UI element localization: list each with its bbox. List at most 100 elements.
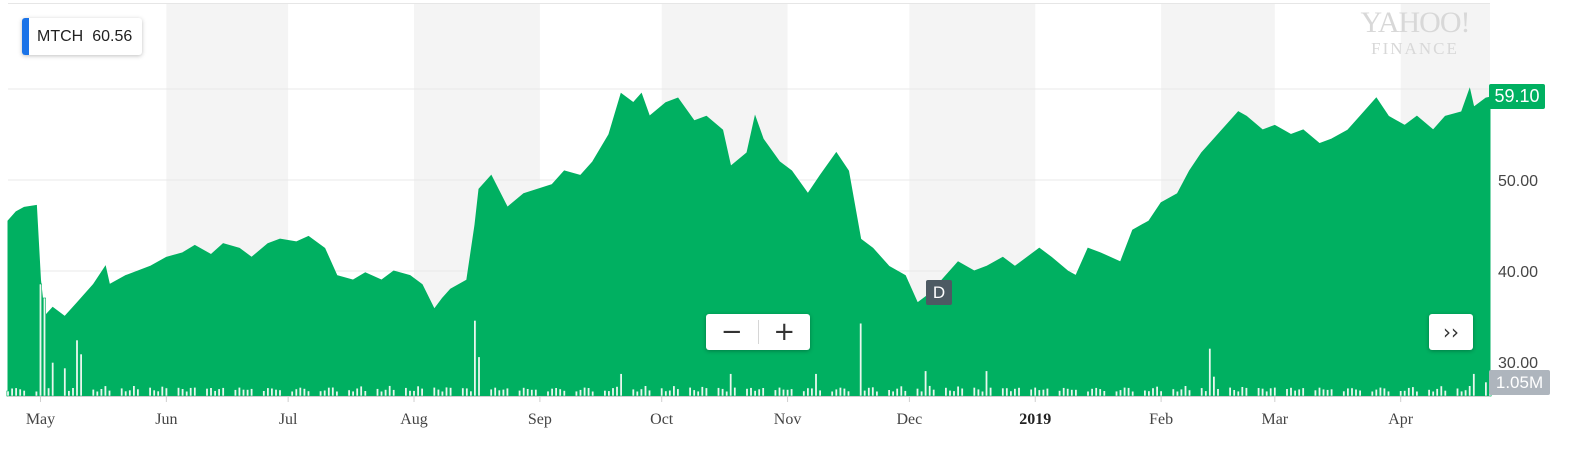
volume-bar [1131,390,1135,397]
volume-bar [1439,385,1443,397]
volume-bar [34,390,38,397]
volume-bar [375,388,379,397]
volume-bar [6,390,10,397]
volume-bar [128,389,132,397]
volume-bar [786,389,790,397]
volume-bar [668,389,672,397]
volume-bar [635,390,639,397]
volume-bar [578,389,582,397]
volume-bar [1346,387,1350,397]
volume-bar [302,388,306,397]
volume-bar [1175,390,1179,397]
volume-bar [209,387,213,397]
volume-bar [554,387,558,397]
volume-bar [773,389,777,397]
logo-line-1: YAHOO! [1360,6,1471,39]
scroll-right-button[interactable]: ›› [1429,314,1473,350]
legend-symbol: MTCH [37,27,84,45]
volume-bar [1326,389,1330,397]
volume-bar [1443,390,1447,397]
volume-bar [465,387,469,397]
volume-bar [615,386,619,397]
volume-bar [22,390,26,397]
volume-bar [1403,390,1407,397]
volume-bar [160,386,164,397]
volume-bar [692,389,696,397]
price-area [7,87,1491,397]
volume-bar [1204,390,1208,397]
volume-bar [1184,385,1188,397]
y-tick-label: 50.00 [1498,173,1538,190]
volume-bar [473,320,477,397]
volume-bar [749,387,753,397]
x-tick-label: May [26,411,55,428]
volume-bar [903,390,907,397]
volume-bar [696,390,700,397]
legend[interactable]: MTCH 60.56 [22,18,143,55]
volume-bar [1460,390,1464,397]
dividend-event-marker[interactable]: D [926,280,952,305]
volume-bar [193,386,197,397]
volume-bar [351,390,355,397]
volume-bar [469,390,473,397]
volume-bar [818,389,822,397]
volume-bar [1322,388,1326,397]
volume-bar [103,385,107,397]
volume-bar [461,387,465,397]
volume-bar [1464,389,1468,397]
volume-bar [1411,386,1415,397]
volume-bar [960,387,964,397]
volume-bar [237,386,241,397]
volume-bar [1208,348,1212,397]
volume-bar [887,389,891,397]
volume-bar [915,388,919,397]
x-tick-label: Nov [774,411,802,428]
yahoo-finance-logo: YAHOO! FINANCE [1352,6,1478,58]
volume-bar [753,390,757,397]
volume-bar [899,385,903,397]
volume-bar [989,387,993,397]
volume-bar [574,390,578,397]
volume-bar [290,390,294,397]
x-tick-label: Aug [400,411,428,428]
volume-bar [1370,390,1374,397]
volume-bar [660,387,664,397]
volume-bar [1261,388,1265,397]
volume-bar [611,387,615,397]
volume-bar [643,385,647,397]
volume-bar [14,387,18,397]
volume-bar [221,387,225,397]
volume-bar [489,388,493,397]
volume-bar [152,389,156,397]
volume-bar [928,385,932,397]
volume-bar [323,389,327,397]
zoom-out-button[interactable]: − [720,317,743,347]
volume-bar [1037,389,1041,397]
volume-bar [546,390,550,397]
volume-bar [71,387,75,397]
volume-bar [392,389,396,397]
x-tick-label: Apr [1388,411,1414,428]
volume-bar [1102,390,1106,397]
volume-bar [846,390,850,397]
volume-bar [1094,387,1098,397]
volume-bar [91,388,95,397]
volume-bar [948,389,952,397]
volume-bar [1374,388,1378,397]
volume-bar [1236,390,1240,397]
volume-bar [420,387,424,397]
volume-bar [1070,389,1074,397]
last-price-badge: 59.10 [1489,84,1545,109]
volume-bar [757,388,761,397]
zoom-in-button[interactable]: + [773,317,796,347]
volume-bar [871,386,875,397]
volume-bar [298,387,302,397]
volume-bar [1301,387,1305,397]
volume-bar [891,390,895,397]
volume-bar [790,388,794,397]
volume-bar [384,389,388,397]
volume-bar [156,390,160,397]
volume-bar [67,390,71,397]
volume-bar [213,390,217,397]
